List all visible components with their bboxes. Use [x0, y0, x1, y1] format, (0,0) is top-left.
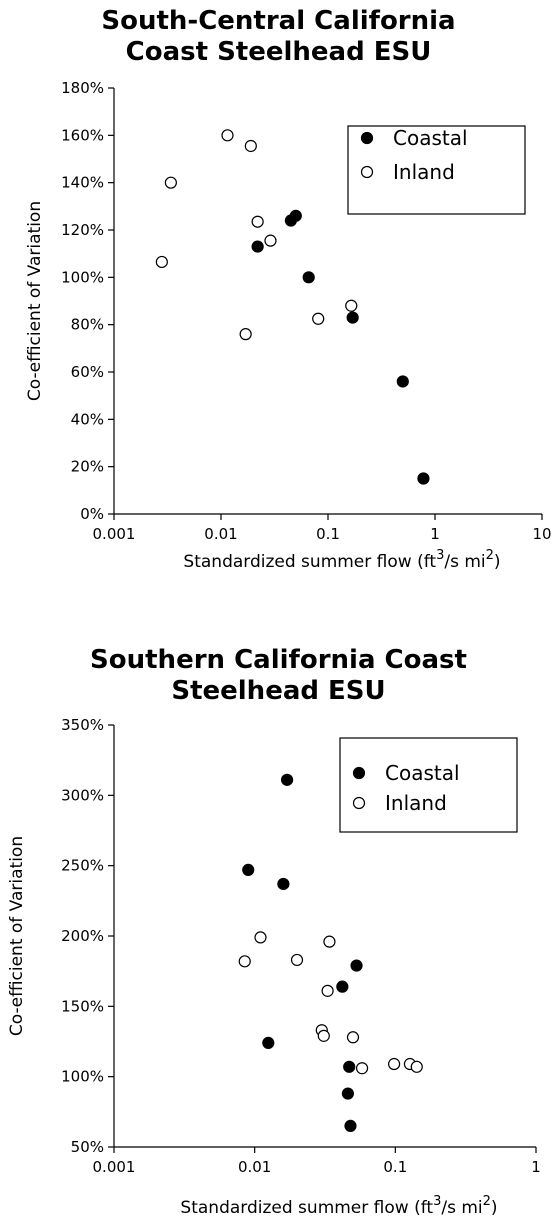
- chart-1-x-tick-label: 0.001: [93, 525, 136, 543]
- chart-2-coastal-point: [280, 773, 294, 786]
- chart-2-y-tick-label: 150%: [61, 997, 104, 1015]
- chart-1-plot: 0% 20% 40% 60% 80% 100% 120% 140% 160% 180% 0.001 0…: [25, 79, 552, 572]
- chart-1-title: South-Central California Coast Steelhead…: [0, 6, 557, 68]
- chart-2-y-tick-label: 300%: [61, 786, 104, 804]
- chart-2-inland-point: [346, 1031, 360, 1044]
- chart-2-title-line-1: Southern California Coast: [90, 645, 467, 675]
- chart-1-title-line-2: Coast Steelhead ESU: [125, 37, 432, 67]
- chart-1-y-tick-label: 140%: [61, 174, 104, 192]
- chart-2-y-axis-label: Co-efficient of Variation: [7, 836, 27, 1036]
- chart-2-plot: 50% 100% 150% 200% 250% 300% 350% 0.001 0.01 0.1 1…: [7, 716, 541, 1218]
- chart-2-y-tick-label: 200%: [61, 927, 104, 945]
- chart-1-inland-point: [345, 299, 358, 312]
- chart-1-legend-marker-inland: [360, 165, 374, 179]
- chart-2-coastal-point: [350, 959, 363, 972]
- chart-1-inland-point: [239, 328, 252, 341]
- chart-1-y-tick-label: 80%: [71, 316, 104, 334]
- chart-1-title-line-1: South-Central California: [101, 6, 456, 36]
- chart-2-x-tick-label: 0.1: [383, 1158, 407, 1176]
- chart-2-x-tick-label: 0.001: [93, 1158, 136, 1176]
- chart-1-inland-point: [155, 255, 168, 269]
- chart-1-coastal-point: [302, 271, 315, 284]
- chart-2-legend-marker-coastal: [352, 766, 366, 780]
- chart-1-y-tick-label: 20%: [71, 458, 104, 476]
- chart-2-legend-box: [339, 737, 518, 833]
- chart-1-legend-marker-coastal: [360, 131, 374, 145]
- chart-1-inland-point: [251, 215, 264, 228]
- chart-2-coastal-point: [343, 1060, 356, 1073]
- chart-2-inland-point: [290, 953, 304, 967]
- chart-1-coastal-point: [417, 472, 430, 485]
- chart-1-coastal-point: [396, 375, 409, 388]
- chart-1-x-tick-label: 0.01: [204, 525, 237, 543]
- chart-1-y-tick-label: 180%: [61, 79, 104, 97]
- chart-2-coastal-point: [262, 1036, 275, 1050]
- chart-2-coastal-point: [344, 1119, 357, 1133]
- chart-1-legend-box: [347, 125, 526, 215]
- chart-2-coastal-point: [341, 1087, 354, 1100]
- chart-1-y-axis-label: Co-efficient of Variation: [25, 201, 45, 401]
- chart-2-coastal-point: [242, 863, 255, 876]
- chart-2-inland-point: [317, 1029, 330, 1042]
- chart-1-legend-label-inland: Inland: [393, 160, 455, 184]
- chart-2-y-tick-label: 50%: [71, 1138, 104, 1156]
- chart-1-inland-point: [312, 312, 325, 325]
- chart-2-y-tick-label: 250%: [61, 857, 104, 875]
- chart-2-inland-point: [254, 931, 267, 944]
- chart-2-inland-point: [387, 1057, 401, 1071]
- chart-2-inland-point: [410, 1060, 423, 1073]
- chart-2-inland-point: [238, 955, 251, 968]
- chart-1-coastal-point: [289, 209, 302, 222]
- chart-2-title-line-2: Steelhead ESU: [171, 676, 386, 706]
- chart-2-inland-point: [321, 984, 334, 997]
- chart-1-x-tick-label: 10: [532, 525, 551, 543]
- chart-1-legend-label-coastal: Coastal: [393, 126, 468, 150]
- chart-2-x-tick-label: 0.01: [238, 1158, 271, 1176]
- chart-1-y-tick-label: 120%: [61, 221, 104, 239]
- chart-1-coastal-point: [251, 240, 264, 253]
- chart-2-coastal-point: [336, 980, 349, 993]
- chart-2-coastal-point: [277, 877, 290, 891]
- chart-2-y-tick-label: 350%: [61, 716, 104, 734]
- chart-2-title: Southern California Coast Steelhead ESU: [0, 645, 557, 707]
- chart-2-inland-point: [355, 1062, 369, 1075]
- chart-1-coastal-point: [346, 311, 359, 324]
- chart-2-legend: Coastal Inland: [339, 737, 518, 833]
- chart-2-x-axis-label: Standardized summer flow (ft3/s mi2): [180, 1194, 497, 1218]
- chart-1-y-tick-label: 160%: [61, 126, 104, 144]
- chart-1-x-tick-label: 1: [430, 525, 440, 543]
- chart-1-inland-point: [221, 129, 234, 142]
- chart-1-inland-point: [164, 176, 177, 189]
- chart-1-y-tick-label: 0%: [80, 505, 104, 523]
- chart-2-legend-marker-inland: [352, 796, 366, 810]
- chart-1-inland-point: [244, 139, 257, 153]
- chart-1-x-tick-label: 0.1: [316, 525, 340, 543]
- chart-1-legend: Coastal Inland: [347, 125, 526, 215]
- chart-1-x-axis-label: Standardized summer flow (ft3/s mi2): [183, 548, 500, 572]
- chart-1-y-tick-label: 100%: [61, 268, 104, 286]
- chart-2-x-tick-label: 1: [531, 1158, 541, 1176]
- chart-2-legend-label-inland: Inland: [385, 791, 447, 815]
- chart-1-y-tick-label: 60%: [71, 363, 104, 381]
- chart-2-y-tick-label: 100%: [61, 1068, 104, 1086]
- chart-1-y-tick-label: 40%: [71, 410, 104, 428]
- chart-1-inland-point: [264, 234, 277, 247]
- chart-2-legend-label-coastal: Coastal: [385, 761, 460, 785]
- chart-2-inland-point: [323, 935, 336, 948]
